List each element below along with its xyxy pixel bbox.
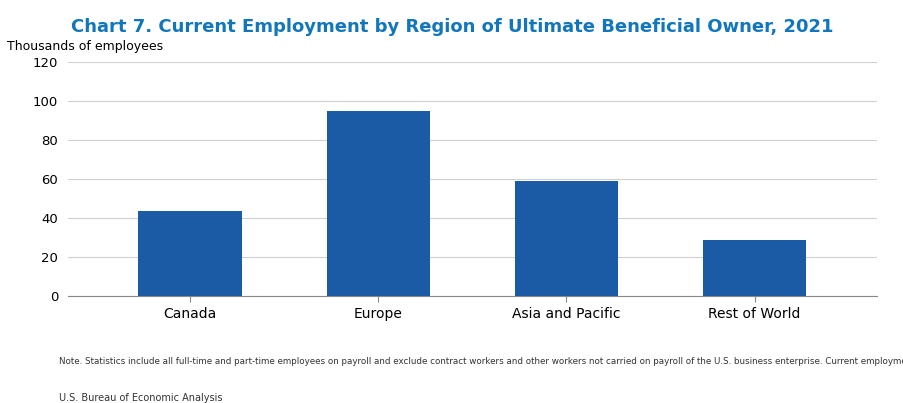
Text: U.S. Bureau of Economic Analysis: U.S. Bureau of Economic Analysis (59, 393, 222, 403)
Bar (514, 181, 618, 296)
Text: Thousands of employees: Thousands of employees (7, 40, 163, 53)
Bar (326, 111, 430, 296)
Bar (702, 240, 805, 296)
Bar (138, 210, 242, 296)
Text: Note. Statistics include all full-time and part-time employees on payroll and ex: Note. Statistics include all full-time a… (59, 357, 903, 366)
Text: Chart 7. Current Employment by Region of Ultimate Beneficial Owner, 2021: Chart 7. Current Employment by Region of… (70, 18, 833, 36)
